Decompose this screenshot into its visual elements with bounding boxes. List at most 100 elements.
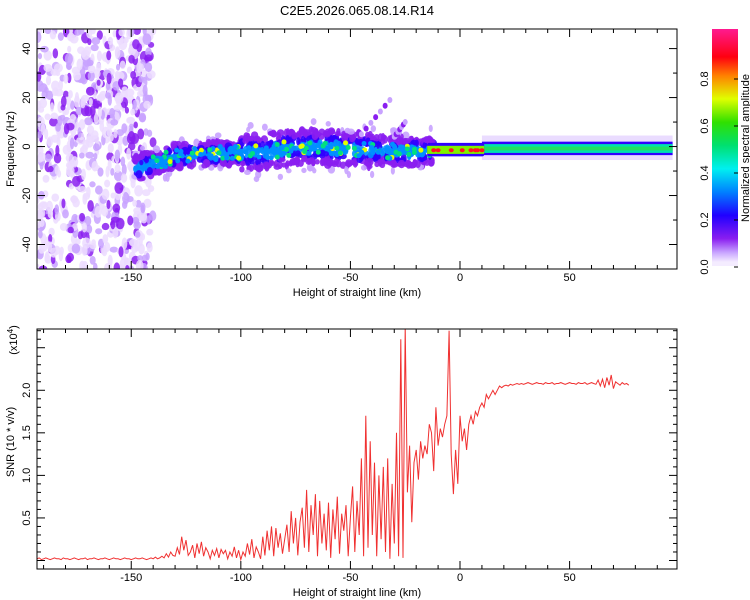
spectrogram-cell — [287, 136, 292, 144]
spectrogram-cell — [37, 71, 42, 82]
spectrogram-cell — [149, 137, 157, 148]
spectrogram-cell — [67, 45, 72, 53]
spectrogram-cell — [398, 144, 404, 150]
spectrogram-cell — [428, 124, 433, 133]
spectrogram-cell — [134, 185, 143, 197]
spectrogram-cell — [126, 147, 132, 160]
spectrogram-cell — [135, 170, 143, 179]
spectrogram-cell — [307, 165, 315, 171]
spectrogram-cell — [92, 262, 98, 269]
spectrogram-cell — [178, 151, 184, 157]
spectrogram-cell — [123, 191, 129, 201]
colorbar-tick-label: 0.6 — [699, 118, 711, 133]
spectrogram-cell — [274, 159, 279, 168]
spectrogram-cell — [318, 128, 326, 136]
spectrogram-cell — [92, 143, 100, 151]
spectrogram-cell — [97, 106, 103, 118]
spectrogram-cell — [93, 152, 98, 160]
spectrogram-cell — [325, 121, 331, 127]
spectrogram-cell — [113, 170, 123, 182]
spectrogram-ticks: -150 -100 -50 0 50 -40 -20 0 20 40 — [21, 29, 677, 284]
spectrogram-cell — [323, 130, 330, 138]
spectrogram-cell — [337, 150, 343, 156]
spectrogram-cell — [250, 150, 256, 156]
spectrogram-cell — [274, 142, 280, 148]
spectrogram-cell — [50, 68, 59, 76]
spectrogram-cell — [101, 222, 110, 231]
spectrogram-cell — [44, 253, 50, 263]
spectrogram-cell — [333, 158, 340, 166]
spectrogram-cell — [81, 168, 86, 181]
spectrogram-cell — [280, 144, 286, 150]
spectrogram-cell — [87, 70, 95, 82]
spectrogram-cell — [114, 149, 121, 162]
spectrogram-cell — [79, 212, 86, 222]
spectrogram-cell — [377, 158, 385, 165]
spectrogram-cell — [149, 210, 157, 222]
colorbar-ticks: 0.0 0.2 0.4 0.6 0.8 — [699, 71, 738, 275]
spectrogram-cell — [87, 65, 96, 74]
spectrogram-cell — [121, 86, 128, 94]
spectrogram-cell — [459, 148, 465, 153]
spectrogram-cell — [286, 168, 292, 174]
spectrogram-cell — [165, 173, 170, 182]
spectrogram-cell — [418, 147, 424, 153]
spectrogram-cell — [408, 162, 416, 169]
spectrogram-cell — [263, 145, 269, 151]
spectrogram-cell — [94, 206, 102, 218]
y-tick-label: 0.5 — [21, 510, 33, 525]
x-tick-label: -150 — [120, 572, 142, 584]
spectrogram-frame — [36, 28, 678, 270]
spectrogram-cell — [302, 149, 308, 155]
spectrogram-cell — [137, 128, 145, 140]
spectrogram-cell — [37, 42, 40, 54]
spectrogram-cell — [119, 60, 126, 70]
colorbar-tick-label: 0.4 — [699, 165, 711, 180]
spectrogram-cell — [146, 228, 154, 236]
spectrogram-cell — [78, 152, 85, 159]
spectrogram-cell — [343, 140, 349, 146]
snr-frame — [36, 328, 678, 570]
spectrogram-cell — [144, 54, 153, 62]
spectrogram-cell — [132, 199, 137, 207]
spectrogram-cell — [140, 202, 146, 214]
spectrogram-cell — [120, 173, 128, 183]
spectrogram-cell — [377, 108, 383, 115]
spectrogram-cell — [406, 151, 412, 157]
spectrogram-cell — [50, 112, 59, 120]
spectrogram-cell — [345, 144, 351, 150]
spectrogram-cell — [55, 144, 60, 157]
spectrogram-cell — [291, 145, 297, 151]
spectrogram-cell — [387, 97, 393, 104]
spectrogram-cell — [136, 61, 143, 74]
spectrogram-cell — [45, 153, 52, 163]
spectrogram-cell — [286, 152, 292, 158]
spectrogram-cell — [211, 139, 217, 145]
spectrogram-cell — [48, 227, 55, 236]
spectrogram-cell — [428, 159, 435, 167]
y-tick-label: 1.5 — [21, 425, 33, 440]
spectrogram-cell — [130, 108, 135, 116]
spectrogram-cell — [152, 145, 161, 154]
spectrogram-cell — [82, 237, 91, 249]
spectrogram-cell — [391, 159, 397, 168]
spectrogram-cell — [54, 88, 64, 97]
spectrogram-cell — [50, 247, 58, 258]
x-tick-label: -50 — [342, 272, 358, 284]
spectrogram-cell — [85, 86, 95, 96]
snr-scale-base: (x10 — [8, 333, 20, 354]
y-tick-label: -20 — [21, 188, 33, 204]
spectrogram-cell — [216, 150, 222, 156]
x-tick-label: 50 — [563, 272, 575, 284]
spectrogram-cell — [81, 50, 87, 58]
spectrogram-cell — [140, 233, 146, 241]
spectrogram-cell — [387, 135, 392, 143]
spectrogram-cell — [106, 128, 113, 137]
spectrogram-cell — [128, 47, 134, 55]
spectrogram-cell — [217, 144, 223, 150]
spectrogram-cell — [44, 29, 52, 35]
spectrogram-cell — [66, 164, 75, 177]
spectrogram-cell — [347, 128, 355, 135]
spectrogram-cell — [37, 154, 44, 163]
